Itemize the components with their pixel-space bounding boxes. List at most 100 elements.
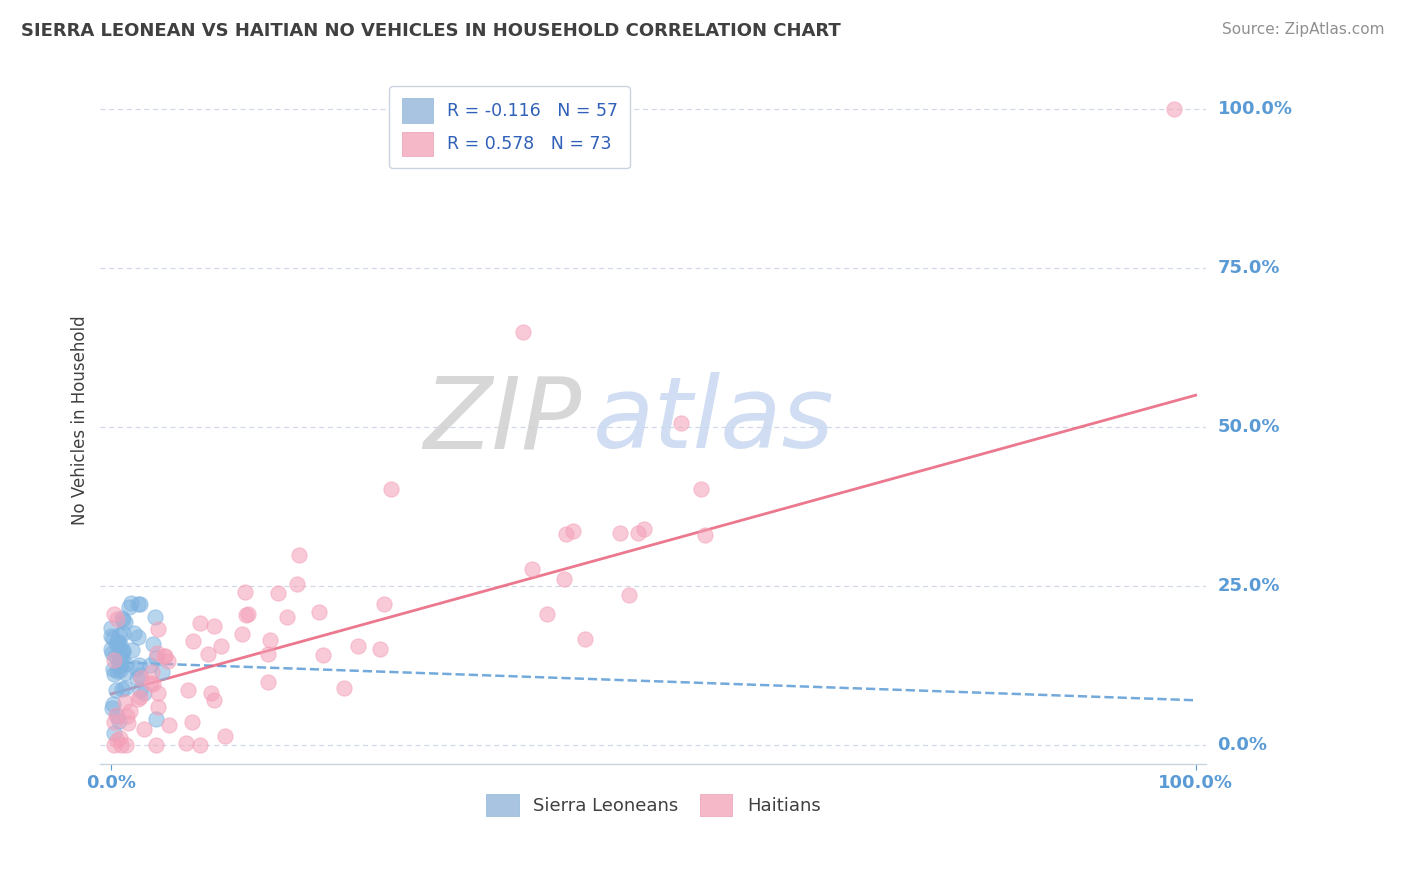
Point [142,637,165,651]
Point [121,642,143,657]
Point [127,691,149,706]
Point [114,695,136,709]
Point [373,598,395,612]
Point [308,605,330,619]
Point [104,707,127,722]
Point [143,610,166,624]
Point [287,548,309,562]
Point [101,646,124,660]
Point [312,648,335,662]
Point [108,731,131,746]
Point [103,607,125,621]
Point [103,667,125,681]
Point [128,658,150,673]
Point [1163,102,1185,116]
Point [112,625,135,640]
Point [103,738,125,752]
Point [256,647,278,661]
Point [574,632,596,646]
Point [111,613,134,627]
Point [145,712,167,726]
Point [512,325,534,339]
Point [176,682,198,697]
Point [562,524,585,539]
Y-axis label: No Vehicles in Household: No Vehicles in Household [72,316,89,525]
Point [129,597,152,611]
Point [115,738,138,752]
Point [256,675,278,690]
Point [108,657,131,672]
Point [108,628,131,642]
Point [536,607,558,621]
Point [105,611,128,625]
Point [554,527,576,541]
Point [214,729,236,743]
Text: 0.0%: 0.0% [1218,736,1268,754]
Text: 25.0%: 25.0% [1218,577,1279,595]
Point [127,597,149,611]
Point [202,619,225,633]
Point [190,615,212,630]
Point [110,657,132,672]
Point [103,652,125,666]
Point [108,656,131,670]
Point [671,417,693,431]
Point [117,716,139,731]
Point [633,522,655,536]
Point [197,647,219,661]
Point [333,681,356,696]
Point [368,641,391,656]
Point [105,733,128,747]
Point [110,663,132,677]
Point [114,681,136,696]
Point [111,682,134,697]
Point [209,639,232,653]
Point [238,607,260,622]
Point [125,661,148,675]
Point [139,675,162,690]
Point [107,635,129,649]
Point [105,682,128,697]
Point [380,482,402,496]
Point [233,585,256,599]
Point [115,708,138,723]
Point [112,644,135,658]
Point [200,686,222,700]
Point [100,628,122,642]
Point [110,646,132,660]
Point [101,631,124,645]
Text: SIERRA LEONEAN VS HAITIAN NO VEHICLES IN HOUSEHOLD CORRELATION CHART: SIERRA LEONEAN VS HAITIAN NO VEHICLES IN… [21,22,841,40]
Point [180,714,202,729]
Point [609,526,631,541]
Point [150,665,173,679]
Text: Source: ZipAtlas.com: Source: ZipAtlas.com [1222,22,1385,37]
Text: 100.0%: 100.0% [1218,100,1292,119]
Text: 50.0%: 50.0% [1218,418,1279,436]
Point [114,615,136,629]
Point [103,714,125,729]
Point [202,693,225,707]
Point [110,659,132,673]
Point [627,525,650,540]
Point [146,700,169,714]
Point [103,725,125,739]
Point [101,697,124,711]
Point [690,483,713,497]
Point [112,644,135,658]
Point [181,634,204,648]
Point [101,662,124,676]
Point [553,573,575,587]
Point [111,610,134,624]
Point [118,599,141,614]
Point [267,585,290,599]
Point [152,649,174,664]
Point [146,646,169,660]
Point [520,562,543,576]
Point [110,637,132,651]
Point [138,658,160,673]
Point [146,686,169,700]
Point [259,632,281,647]
Point [107,635,129,649]
Point [146,623,169,637]
Point [235,608,257,623]
